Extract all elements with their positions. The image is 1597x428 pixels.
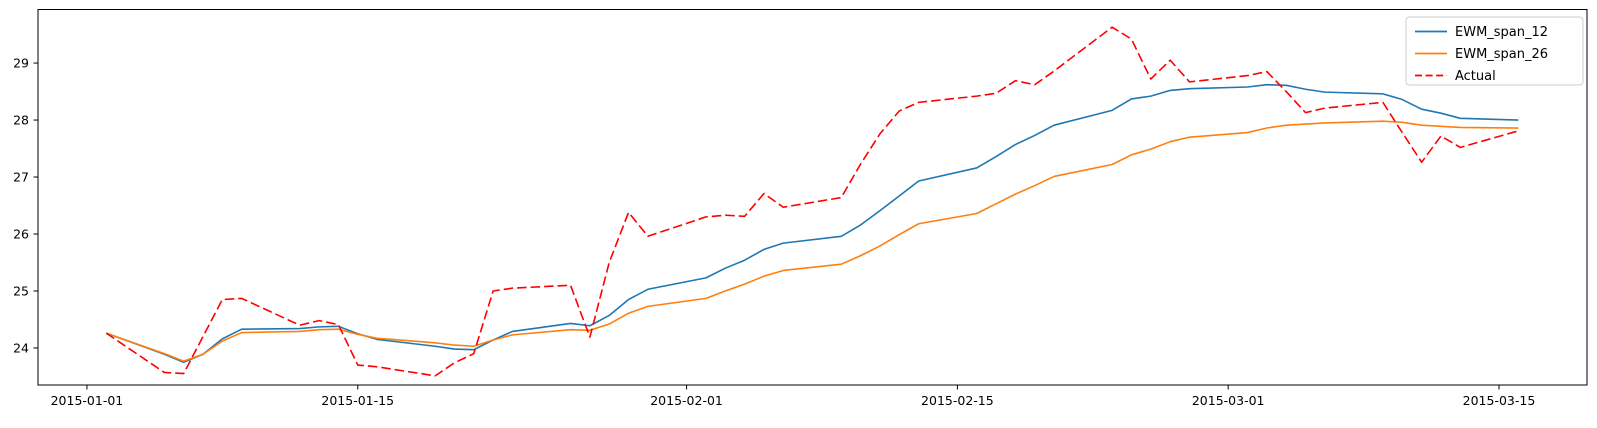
series-line-actual xyxy=(105,26,1519,377)
series-line-ewm-span-12 xyxy=(106,83,1519,364)
legend-box xyxy=(1405,16,1584,86)
plot-area xyxy=(38,9,1587,385)
y-tick-label: 28 xyxy=(13,113,29,128)
legend-label-actual: Actual xyxy=(1455,69,1496,84)
x-tick-label: 2015-01-15 xyxy=(321,393,394,408)
legend-label-ewm-span-12: EWM_span_12 xyxy=(1455,25,1548,40)
y-tick-label: 26 xyxy=(13,227,29,242)
x-tick-label: 2015-03-15 xyxy=(1463,393,1536,408)
axes-box xyxy=(37,9,1588,386)
x-tick-label: 2015-02-01 xyxy=(650,393,723,408)
series-line-ewm-span-26 xyxy=(106,120,1519,362)
y-tick-label: 29 xyxy=(13,56,29,71)
legend-label-ewm-span-26: EWM_span_26 xyxy=(1455,47,1548,62)
y-tick-label: 25 xyxy=(13,283,29,298)
x-tick-label: 2015-03-01 xyxy=(1192,393,1265,408)
y-tick-label: 24 xyxy=(13,340,29,355)
x-tick-label: 2015-02-15 xyxy=(921,393,994,408)
y-tick-label: 27 xyxy=(13,170,29,185)
x-tick-label: 2015-01-01 xyxy=(51,393,124,408)
